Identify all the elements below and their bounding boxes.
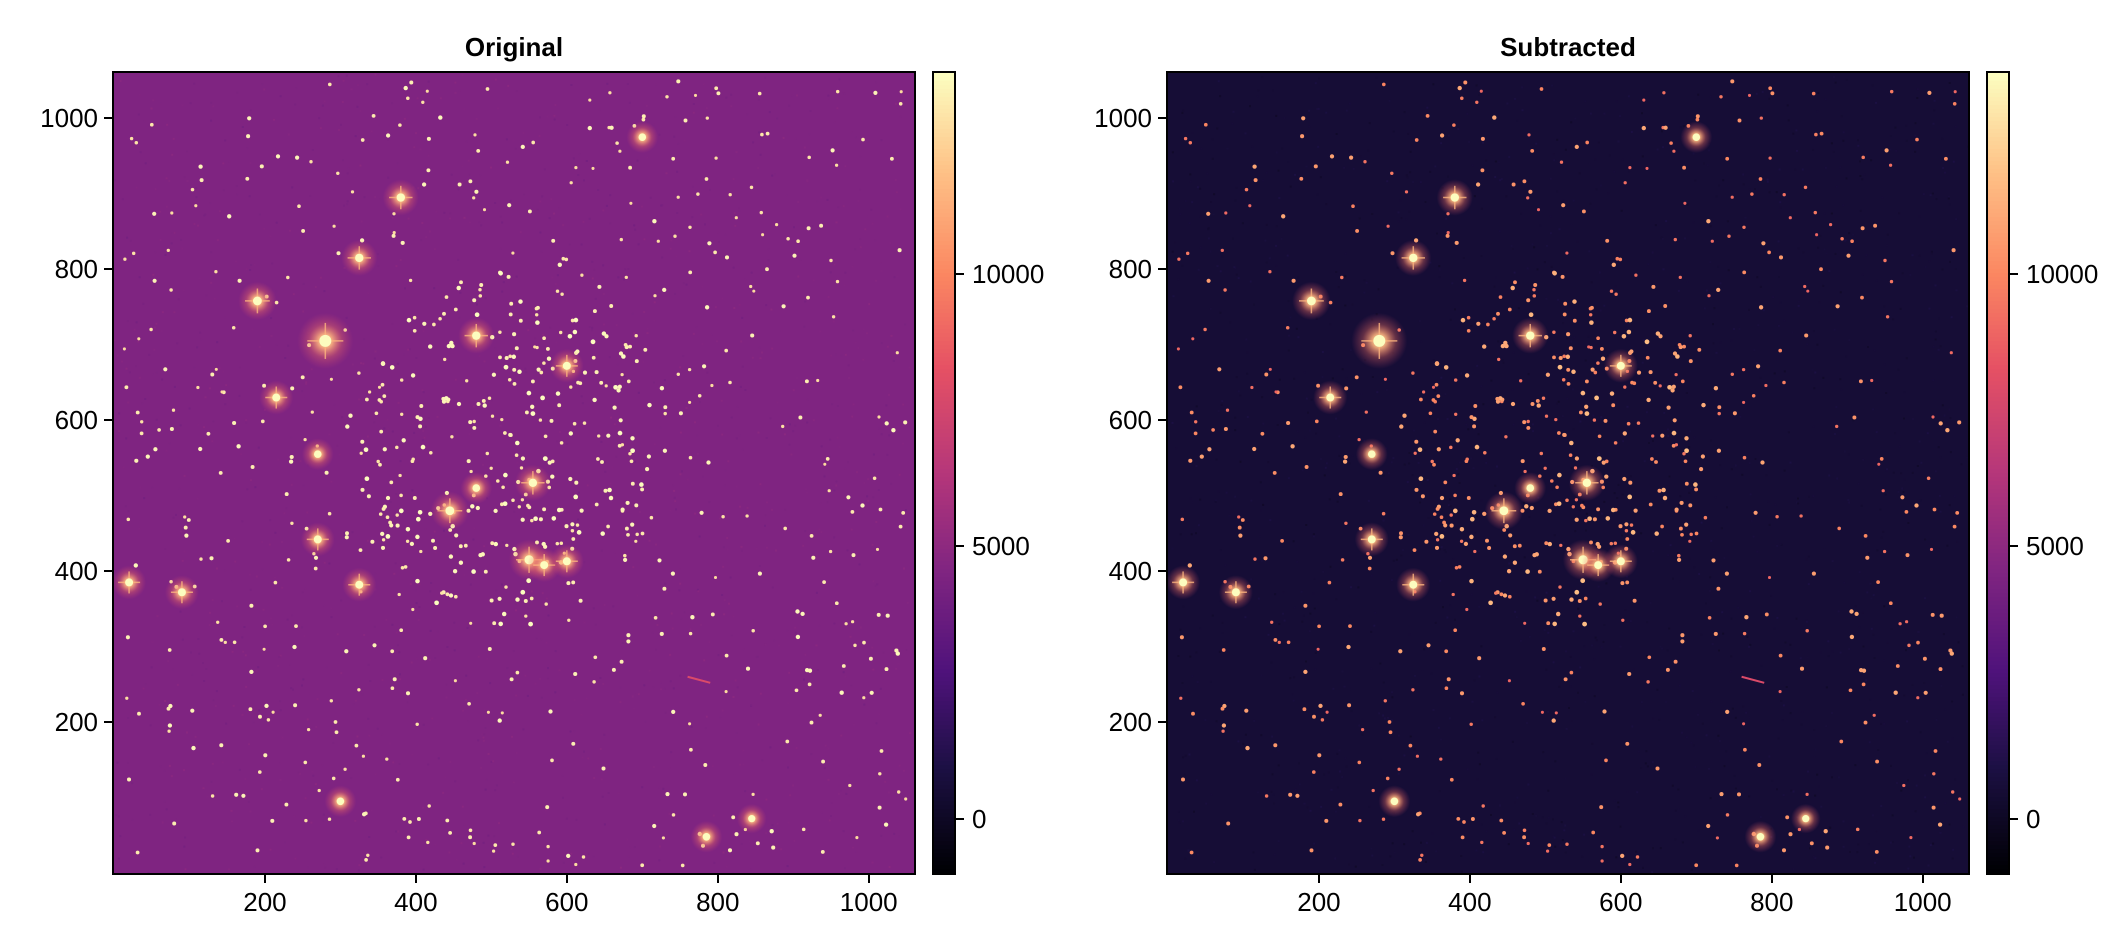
y-tick-label: 1000: [1094, 103, 1152, 134]
y-tick-label: 200: [1108, 707, 1152, 738]
colorbar-tick-mark: [956, 273, 964, 276]
x-tick-label: 1000: [839, 887, 898, 917]
chart-title: Subtracted: [1500, 32, 1636, 62]
x-tick-label: 1000: [1893, 887, 1952, 917]
colorbar-tick-mark: [2010, 545, 2018, 548]
y-tick-mark: [104, 721, 112, 724]
x-tick-mark: [263, 875, 266, 883]
colorbar-tick-label: 10000: [972, 259, 1045, 290]
colorbar-tick-label: 0: [972, 803, 987, 834]
y-tick-mark: [104, 117, 112, 120]
image-frame: [112, 71, 916, 875]
y-tick-label: 400: [54, 556, 98, 587]
y-tick-mark: [1158, 419, 1166, 422]
x-tick-mark: [1619, 875, 1622, 883]
colorbar-tick-label: 5000: [2026, 531, 2084, 562]
star-field-image: [1168, 73, 1968, 873]
y-tick-label: 200: [54, 707, 98, 738]
x-tick-mark: [867, 875, 870, 883]
y-tick-label: 800: [1108, 254, 1152, 285]
colorbar-tick-label: 5000: [972, 531, 1030, 562]
x-tick-label: 600: [545, 887, 589, 917]
x-tick-label: 200: [1297, 887, 1341, 917]
x-tick-label: 600: [1599, 887, 1643, 917]
x-tick-mark: [1317, 875, 1320, 883]
y-tick-mark: [1158, 268, 1166, 271]
y-tick-label: 1000: [40, 103, 98, 134]
image-frame: [1166, 71, 1970, 875]
x-tick-mark: [1770, 875, 1773, 883]
x-tick-label: 200: [243, 887, 287, 917]
x-tick-mark: [716, 875, 719, 883]
y-tick-mark: [1158, 721, 1166, 724]
chart-title: Original: [464, 32, 564, 62]
x-tick-mark: [565, 875, 568, 883]
x-tick-mark: [414, 875, 417, 883]
x-tick-mark: [1468, 875, 1471, 883]
colorbar-tick-label: 10000: [2026, 259, 2099, 290]
y-tick-label: 400: [1108, 556, 1152, 587]
y-tick-label: 600: [1108, 405, 1152, 436]
y-tick-label: 800: [54, 254, 98, 285]
colorbar-tick-mark: [956, 817, 964, 820]
colorbar-tick-mark: [2010, 817, 2018, 820]
x-tick-mark: [1921, 875, 1924, 883]
y-tick-label: 600: [54, 405, 98, 436]
star-field-image: [114, 73, 914, 873]
y-tick-mark: [104, 419, 112, 422]
y-tick-mark: [104, 570, 112, 573]
y-tick-mark: [1158, 117, 1166, 120]
x-tick-label: 400: [394, 887, 438, 917]
x-tick-label: 800: [696, 887, 740, 917]
colorbar: [932, 71, 956, 875]
x-tick-label: 400: [1448, 887, 1492, 917]
y-tick-mark: [104, 268, 112, 271]
y-tick-mark: [1158, 570, 1166, 573]
x-tick-label: 800: [1750, 887, 1794, 917]
colorbar-tick-mark: [956, 545, 964, 548]
colorbar-tick-label: 0: [2026, 803, 2041, 834]
colorbar: [1986, 71, 2010, 875]
colorbar-tick-mark: [2010, 273, 2018, 276]
